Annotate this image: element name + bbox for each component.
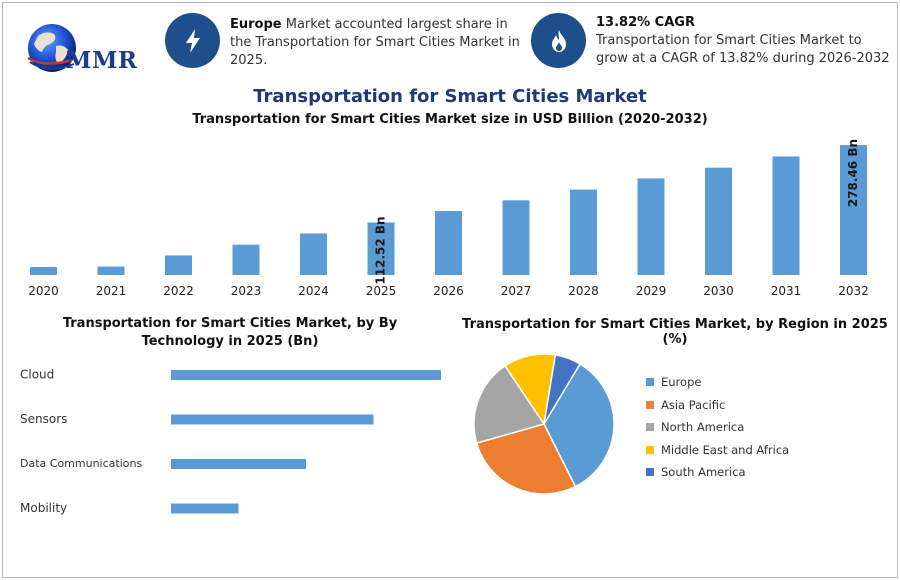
bar-chart-title: Transportation for Smart Cities Market s… (192, 112, 708, 127)
pie-slice-europe (543, 362, 615, 488)
tech-label-cloud: Cloud (20, 368, 54, 382)
bar-2031 (772, 156, 800, 275)
x-tick-2026: 2026 (433, 284, 464, 298)
bar-2024 (300, 233, 327, 275)
region-legend: Europe Asia Pacific North America Middle Ea… (646, 371, 789, 484)
x-tick-2032: 2032 (838, 284, 869, 298)
x-tick-2025: 2025 (366, 284, 397, 298)
x-tick-2024: 2024 (298, 284, 329, 298)
x-tick-2022: 2022 (163, 284, 194, 298)
legend-label-middle-east-and-africa: Middle East and Africa (661, 442, 790, 457)
x-tick-2029: 2029 (636, 284, 667, 298)
legend-label-north-america: North America (661, 420, 745, 435)
info-cagr-text: Transportation for Smart Cities Market t… (596, 33, 890, 66)
tech-label-mobility: Mobility (20, 501, 67, 515)
legend-item-asia-pacific: Asia Pacific (646, 394, 789, 417)
region-pie-chart (473, 353, 615, 495)
x-tick-2023: 2023 (231, 284, 262, 298)
legend-item-europe: Europe (646, 371, 789, 394)
pie-slice-south-america (543, 354, 582, 425)
bar-2020 (30, 267, 57, 275)
tech-bar-cloud (171, 370, 441, 380)
tech-bar-mobility (171, 503, 239, 514)
info-europe-bold: Europe (230, 17, 282, 32)
tech-bar-sensors (171, 414, 374, 425)
region-chart-title: Transportation for Smart Cities Market, … (462, 317, 888, 347)
bar-2021 (97, 266, 125, 275)
bar-2029 (637, 178, 665, 275)
technology-chart-title: Transportation for Smart Cities Market, … (62, 316, 398, 349)
x-tick-2027: 2027 (501, 284, 532, 298)
flame-icon (531, 13, 586, 68)
mmr-logo (14, 20, 139, 80)
main-title: Transportation for Smart Cities Market (253, 86, 647, 107)
x-tick-2021: 2021 (96, 284, 127, 298)
legend-swatch-middle-east-and-africa (646, 445, 654, 454)
technology-bar-chart: Cloud Sensors Data Communications Mobility (20, 368, 441, 515)
legend-label-south-america: South America (661, 465, 746, 480)
legend-item-north-america: North America (646, 416, 789, 439)
tech-label-data-communications: Data Communications (20, 457, 142, 470)
legend-item-middle-east-and-africa: Middle East and Africa (646, 439, 789, 462)
info-cagr-title: 13.82% CAGR (596, 15, 695, 30)
data-label-2025: 112.52 Bn (374, 216, 388, 284)
bar-2026 (435, 211, 462, 275)
data-label-2032: 278.46 Bn (846, 139, 860, 207)
pie-slice-asia-pacific (475, 423, 577, 495)
bar-2030 (705, 167, 732, 275)
x-tick-2031: 2031 (771, 284, 802, 298)
legend-swatch-north-america (646, 423, 654, 432)
info-europe: Europe Market accounted largest share in… (230, 16, 520, 70)
info-cagr: 13.82% CAGR Transportation for Smart Citi… (596, 14, 891, 68)
x-tick-2030: 2030 (703, 284, 734, 298)
legend-swatch-south-america (646, 468, 654, 477)
lightning-icon (165, 13, 220, 68)
bar-2022 (165, 255, 192, 275)
bar-2028 (570, 189, 597, 275)
legend-swatch-asia-pacific (646, 400, 654, 409)
bar-2023 (232, 244, 260, 275)
legend-swatch-europe (646, 378, 654, 387)
pie-slice-north-america (473, 364, 546, 445)
logo-text: MMR (66, 47, 138, 74)
bar-2032 (840, 145, 867, 275)
legend-label-europe: Europe (661, 375, 702, 390)
bar-2027 (502, 200, 530, 275)
tech-bar-data-communications (171, 459, 306, 469)
bar-2025 (367, 222, 395, 275)
x-tick-2028: 2028 (568, 284, 599, 298)
legend-item-south-america: South America (646, 461, 789, 484)
legend-label-asia-pacific: Asia Pacific (661, 397, 726, 412)
x-tick-2020: 2020 (28, 284, 59, 298)
info-europe-text: Market accounted largest share in the Tr… (230, 17, 520, 68)
tech-label-sensors: Sensors (20, 412, 67, 426)
